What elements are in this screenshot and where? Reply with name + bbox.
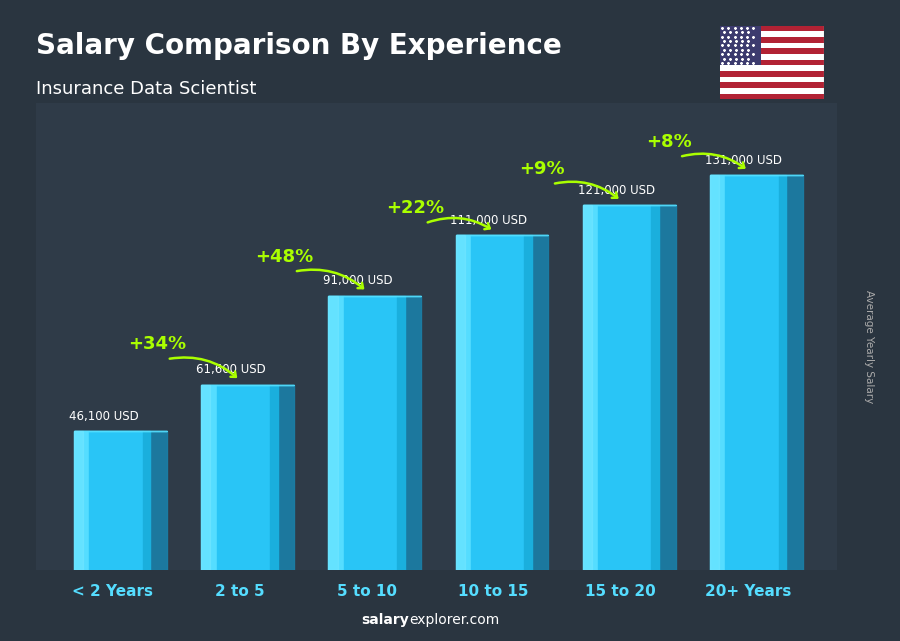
Polygon shape (471, 235, 524, 570)
Bar (720, 26, 824, 31)
Polygon shape (150, 431, 167, 570)
Polygon shape (143, 431, 150, 570)
Text: +48%: +48% (255, 247, 313, 265)
Bar (720, 48, 824, 54)
Bar (720, 43, 824, 48)
Polygon shape (710, 175, 719, 570)
Bar (720, 77, 824, 82)
Bar (720, 26, 761, 65)
Text: explorer.com: explorer.com (410, 613, 500, 627)
Text: 61,600 USD: 61,600 USD (196, 363, 266, 376)
Text: 111,000 USD: 111,000 USD (451, 214, 527, 227)
Bar (720, 88, 824, 94)
Polygon shape (710, 175, 725, 570)
Polygon shape (659, 205, 676, 570)
Bar (720, 71, 824, 77)
Polygon shape (74, 431, 84, 570)
Polygon shape (652, 205, 659, 570)
Text: Salary Comparison By Experience: Salary Comparison By Experience (36, 32, 562, 60)
Polygon shape (455, 235, 471, 570)
Text: Insurance Data Scientist: Insurance Data Scientist (36, 80, 256, 98)
Polygon shape (328, 296, 344, 570)
Polygon shape (202, 385, 217, 570)
FancyBboxPatch shape (719, 24, 824, 101)
Polygon shape (89, 431, 143, 570)
Polygon shape (405, 296, 421, 570)
Text: +22%: +22% (386, 199, 444, 217)
Polygon shape (532, 235, 548, 570)
Polygon shape (277, 385, 294, 570)
Bar (720, 82, 824, 88)
Polygon shape (582, 205, 592, 570)
Polygon shape (725, 175, 778, 570)
Polygon shape (344, 296, 397, 570)
Polygon shape (328, 296, 338, 570)
Text: Average Yearly Salary: Average Yearly Salary (863, 290, 874, 403)
Bar (720, 37, 824, 43)
Polygon shape (455, 235, 464, 570)
Polygon shape (524, 235, 532, 570)
Polygon shape (582, 205, 598, 570)
Polygon shape (397, 296, 405, 570)
Text: 91,000 USD: 91,000 USD (323, 274, 393, 287)
Bar (720, 60, 824, 65)
Bar (720, 31, 824, 37)
Polygon shape (598, 205, 652, 570)
Polygon shape (74, 431, 89, 570)
Polygon shape (778, 175, 786, 570)
Polygon shape (202, 385, 211, 570)
Text: 46,100 USD: 46,100 USD (69, 410, 139, 423)
Polygon shape (786, 175, 803, 570)
Text: 131,000 USD: 131,000 USD (705, 154, 782, 167)
Text: +8%: +8% (646, 133, 692, 151)
Bar (720, 94, 824, 99)
Polygon shape (217, 385, 270, 570)
Bar (720, 65, 824, 71)
Polygon shape (270, 385, 277, 570)
Text: salary: salary (362, 613, 410, 627)
Text: +9%: +9% (519, 160, 565, 178)
Bar (720, 54, 824, 60)
Text: 121,000 USD: 121,000 USD (578, 184, 655, 197)
Text: +34%: +34% (128, 335, 185, 353)
